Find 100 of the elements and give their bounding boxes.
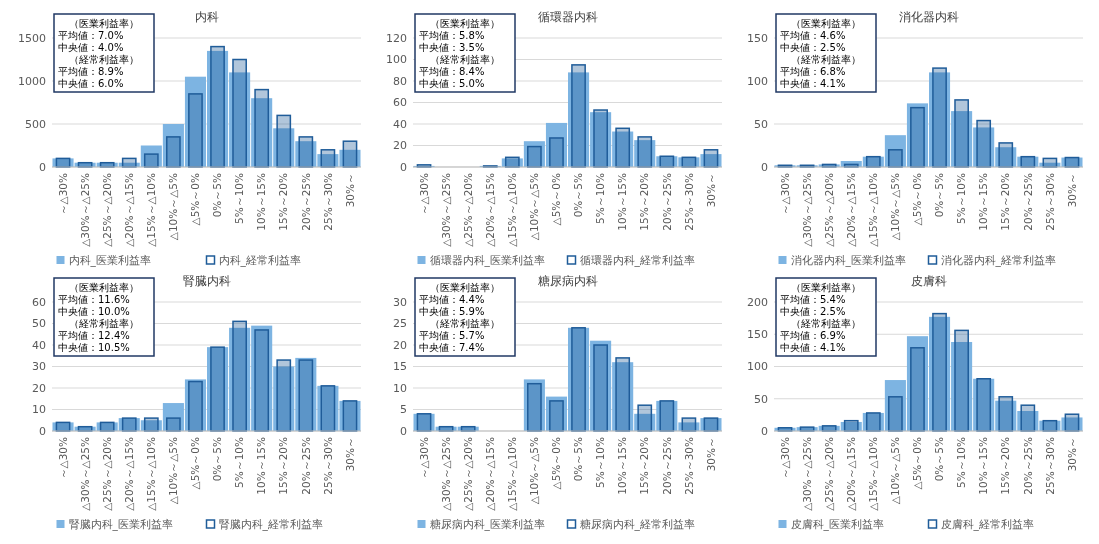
- text: （医業利益率）: [791, 281, 861, 293]
- text: （医業利益率）: [430, 17, 500, 29]
- y-tick-label: 80: [393, 74, 407, 88]
- x-tick-label: ～△30%: [417, 172, 430, 216]
- x-tick-label: 5%～10%: [233, 436, 246, 488]
- x-tick-label: △20%～△15%: [844, 172, 857, 247]
- annotation: 中央値：2.5%: [780, 305, 846, 317]
- annotation: （経常利益率）: [430, 317, 500, 329]
- x-tick-label: ～△30%: [778, 172, 791, 216]
- legend-label: 腎臓内科_経常利益率: [218, 517, 323, 531]
- y-tick-label: 40: [32, 338, 46, 352]
- x-tick-label: 10%～15%: [255, 436, 268, 495]
- x-tick-label: ～△30%: [56, 436, 69, 480]
- x-tick-label: 25%～30%: [321, 436, 334, 495]
- y-tick-label: 200: [747, 295, 768, 309]
- y-tick-label: 30: [393, 295, 407, 309]
- x-tick-label: △30%～△25%: [78, 436, 91, 511]
- y-tick-label: 1500: [18, 31, 46, 45]
- x-tick-label: △10%～△5%: [889, 436, 902, 505]
- x-tick-label: △20%～△15%: [844, 436, 857, 511]
- x-tick-label: 30%～: [704, 437, 717, 472]
- x-tick-label: 10%～15%: [616, 172, 629, 231]
- annotation: （経常利益率）: [69, 53, 139, 65]
- annotation: 平均値：4.6%: [780, 29, 846, 41]
- x-tick-label: 10%～15%: [616, 436, 629, 495]
- chart-title: 消化器内科: [898, 10, 959, 24]
- x-tick-label: △15%～△10%: [867, 436, 879, 511]
- x-tick-label: △15%～△10%: [506, 436, 518, 511]
- legend-label: 内科_経常利益率: [218, 253, 301, 267]
- annotation: 中央値：2.5%: [780, 41, 846, 53]
- y-tick-label: 20: [393, 338, 407, 352]
- annotation: 平均値：5.8%: [419, 29, 485, 41]
- y-tick-label: 0: [39, 160, 46, 174]
- x-tick-label: 0%～5%: [572, 172, 585, 218]
- annotation: 中央値：4.0%: [58, 41, 124, 53]
- x-tick-label: △25%～△20%: [822, 172, 835, 247]
- x-tick-label: 20%～25%: [660, 436, 673, 495]
- y-tick-label: 20: [393, 139, 407, 153]
- x-tick-label: △20%～△15%: [483, 172, 496, 247]
- y-tick-label: 100: [747, 74, 768, 88]
- x-tick-label: 30%～: [343, 437, 356, 472]
- chart-title: 皮膚科: [910, 274, 947, 288]
- x-tick-label: △30%～△25%: [439, 172, 452, 247]
- chart-title: 内科: [194, 10, 219, 24]
- x-tick-label: △15%～△10%: [506, 172, 518, 247]
- x-tick-label: 5%～10%: [233, 172, 246, 224]
- legend-label: 腎臓内科_医業利益率: [68, 517, 173, 531]
- x-tick-label: △5%～0%: [911, 172, 924, 226]
- y-tick-label: 150: [747, 31, 768, 45]
- legend-label: 循環器内科_経常利益率: [579, 253, 695, 267]
- x-tick-label: 5%～10%: [955, 172, 968, 224]
- x-tick-label: △25%～△20%: [100, 436, 113, 511]
- x-tick-label: △5%～0%: [550, 172, 563, 226]
- x-tick-label: 5%～10%: [594, 172, 607, 224]
- x-tick-label: △5%～0%: [550, 436, 563, 490]
- annotation: （経常利益率）: [791, 53, 861, 65]
- x-tick-label: 30%～: [343, 173, 356, 208]
- x-tick-label: △30%～△25%: [800, 436, 813, 511]
- x-tick-label: △20%～△15%: [122, 436, 135, 511]
- y-tick-label: 1000: [18, 74, 46, 88]
- legend-label: 皮膚科_経常利益率: [940, 517, 1034, 531]
- annotation: （経常利益率）: [69, 317, 139, 329]
- annotation: 平均値：6.9%: [780, 329, 846, 341]
- x-tick-label: ～△30%: [417, 436, 430, 480]
- x-tick-label: △10%～△5%: [889, 172, 902, 241]
- x-tick-label: ～△30%: [56, 172, 69, 216]
- x-tick-label: 5%～10%: [594, 436, 607, 488]
- annotation: 中央値：5.9%: [419, 305, 485, 317]
- y-tick-label: 0: [761, 160, 768, 174]
- annotation: 平均値：11.6%: [58, 293, 130, 305]
- x-tick-label: 0%～5%: [211, 436, 224, 482]
- x-tick-label: △5%～0%: [911, 436, 924, 490]
- y-tick-label: 100: [747, 360, 768, 374]
- x-tick-label: △10%～△5%: [528, 172, 541, 241]
- x-tick-label: 15%～20%: [999, 436, 1012, 495]
- annotation: 平均値：8.4%: [419, 65, 485, 77]
- x-tick-label: △25%～△20%: [461, 436, 474, 511]
- y-tick-label: 10: [32, 403, 46, 417]
- x-tick-label: △20%～△15%: [122, 172, 135, 247]
- x-tick-label: △5%～0%: [189, 436, 202, 490]
- annotation: 平均値：8.9%: [58, 65, 124, 77]
- x-tick-label: 0%～5%: [933, 172, 946, 218]
- annotation: （経常利益率）: [430, 53, 500, 65]
- legend-label: 内科_医業利益率: [68, 253, 151, 267]
- annotation: 平均値：5.4%: [780, 293, 846, 305]
- x-tick-label: 25%～30%: [682, 436, 695, 495]
- x-tick-label: △25%～△20%: [461, 172, 474, 247]
- x-tick-label: 15%～20%: [638, 172, 651, 231]
- x-tick-label: 25%～30%: [1043, 436, 1056, 495]
- x-tick-label: 15%～20%: [999, 172, 1012, 231]
- y-tick-label: 60: [393, 96, 407, 110]
- annotation: 中央値：5.0%: [419, 77, 485, 89]
- x-tick-label: 25%～30%: [1043, 172, 1056, 231]
- y-tick-label: 60: [32, 295, 46, 309]
- x-tick-label: 10%～15%: [977, 172, 990, 231]
- y-tick-label: 0: [400, 424, 407, 438]
- x-tick-label: 25%～30%: [321, 172, 334, 231]
- annotation: 中央値：10.0%: [58, 305, 130, 317]
- annotation: 平均値：12.4%: [58, 329, 130, 341]
- x-tick-label: ～△30%: [778, 436, 791, 480]
